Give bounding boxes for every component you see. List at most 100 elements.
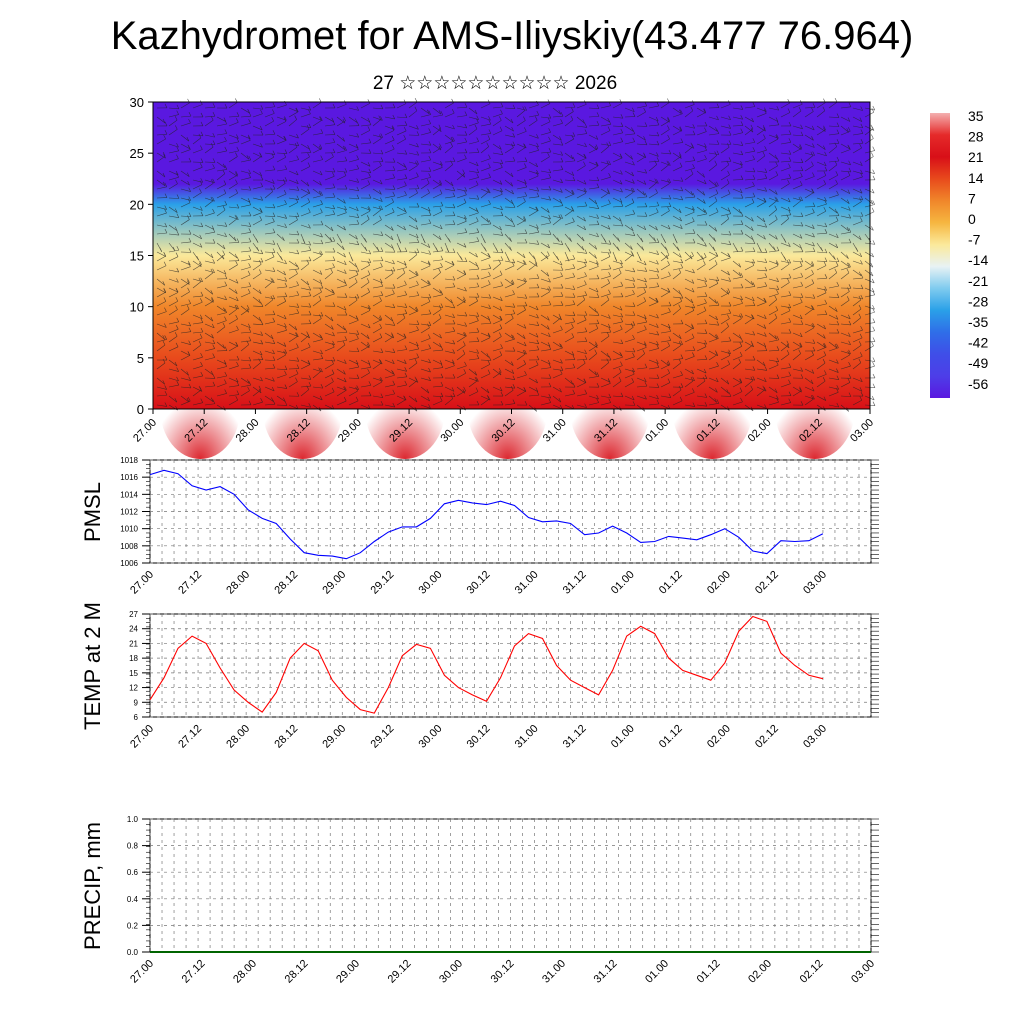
wind-barb-flag bbox=[331, 325, 334, 330]
wind-barb-flag bbox=[236, 215, 239, 220]
wind-barb-flag bbox=[295, 269, 298, 274]
wind-barb-flag bbox=[163, 297, 167, 302]
wind-barb-flag bbox=[752, 301, 756, 306]
wind-barb-flag bbox=[296, 303, 300, 308]
wind-barb-flag bbox=[692, 352, 695, 357]
wind-barb-flag bbox=[788, 163, 791, 168]
wind-barb bbox=[480, 257, 491, 262]
wind-barb-flag bbox=[739, 378, 743, 383]
wind-barb bbox=[696, 188, 705, 196]
wind-barb-flag bbox=[200, 327, 204, 333]
wind-barb bbox=[480, 103, 491, 109]
wind-barb-flag bbox=[632, 311, 636, 316]
wind-barb bbox=[420, 301, 431, 307]
wind-barb-flag bbox=[583, 261, 587, 267]
wind-barb bbox=[396, 161, 406, 168]
wind-barb-flag bbox=[787, 278, 790, 283]
wind-barb-flag bbox=[704, 277, 707, 282]
wind-barb bbox=[396, 349, 407, 352]
wind-barb-flag bbox=[667, 116, 670, 122]
wind-barb bbox=[180, 291, 190, 298]
wind-barb bbox=[732, 132, 743, 136]
wind-barb bbox=[228, 141, 239, 145]
wind-barb-flag bbox=[811, 386, 815, 392]
wind-barb-flag bbox=[488, 219, 492, 225]
wind-barb bbox=[804, 224, 815, 229]
wind-barb bbox=[612, 273, 622, 280]
wind-barb-flag bbox=[607, 188, 610, 193]
wind-barb-flag bbox=[392, 348, 396, 353]
wind-barb-flag bbox=[260, 208, 263, 213]
wind-barb bbox=[720, 161, 731, 163]
wind-barb bbox=[672, 125, 682, 132]
wind-barb-flag bbox=[414, 376, 418, 381]
wind-barb-flag bbox=[536, 110, 540, 116]
wind-barb bbox=[444, 330, 455, 334]
x-tick-label: 01.00 bbox=[643, 958, 671, 986]
wind-barb bbox=[348, 197, 359, 200]
wind-barb bbox=[636, 385, 647, 388]
wind-barb-flag bbox=[738, 263, 742, 268]
wind-barb bbox=[732, 303, 743, 307]
wind-barb-flag bbox=[656, 394, 659, 400]
wind-barb-flag bbox=[656, 340, 659, 346]
wind-barb-flag bbox=[764, 146, 767, 151]
wind-barb-flag bbox=[860, 161, 863, 166]
wind-barb bbox=[552, 205, 563, 208]
wind-barb-flag bbox=[548, 173, 552, 178]
wind-barb bbox=[504, 293, 515, 298]
wind-barb-flag bbox=[740, 283, 744, 289]
wind-barb bbox=[552, 359, 563, 364]
wind-barb-flag bbox=[511, 361, 514, 366]
wind-barb bbox=[240, 134, 251, 140]
wind-barb-flag bbox=[776, 246, 780, 251]
wind-barb bbox=[852, 201, 862, 208]
wind-barb bbox=[288, 146, 298, 154]
wind-barb-flag bbox=[402, 268, 406, 274]
wind-barb-flag bbox=[452, 192, 456, 197]
wind-barb-flag bbox=[236, 304, 239, 310]
x-tick-label: 29.12 bbox=[369, 723, 397, 751]
wind-barb-flag bbox=[536, 134, 539, 139]
wind-barb bbox=[660, 183, 670, 190]
wind-barb-flag bbox=[296, 238, 300, 244]
wind-barb-flag bbox=[258, 358, 261, 363]
wind-barb bbox=[576, 393, 587, 397]
wind-barb-flag bbox=[523, 278, 526, 284]
wind-barb-flag bbox=[799, 388, 802, 393]
wind-barb bbox=[228, 329, 239, 334]
wind-barb bbox=[744, 116, 754, 123]
wind-barb bbox=[744, 196, 755, 199]
wind-barb-flag bbox=[475, 296, 478, 302]
wind-barb-flag bbox=[824, 370, 827, 375]
wind-barb-flag bbox=[788, 328, 792, 334]
wind-barb-flag bbox=[536, 240, 540, 245]
wind-barb bbox=[696, 404, 707, 407]
wind-barb bbox=[420, 327, 430, 334]
wind-barb bbox=[456, 173, 465, 181]
wind-barb bbox=[528, 242, 539, 245]
wind-barb-flag bbox=[680, 319, 684, 324]
wind-barb-flag bbox=[390, 269, 394, 274]
wind-barb bbox=[276, 374, 287, 379]
wind-barb-flag bbox=[846, 296, 850, 301]
wind-barb-flag bbox=[296, 392, 300, 397]
wind-barb bbox=[636, 269, 647, 272]
wind-barb-flag bbox=[367, 323, 371, 329]
wind-barb-flag bbox=[258, 385, 262, 391]
grid bbox=[149, 613, 872, 718]
wind-barb-flag bbox=[452, 339, 456, 345]
wind-barb bbox=[660, 287, 671, 293]
wind-barb-flag bbox=[584, 272, 587, 277]
wind-barb-flag bbox=[224, 146, 228, 152]
wind-barb-flag bbox=[596, 214, 599, 219]
wind-barb bbox=[540, 151, 551, 154]
wind-barb bbox=[480, 223, 491, 226]
wind-barb bbox=[600, 268, 611, 271]
wind-barb bbox=[204, 341, 215, 345]
wind-barb-flag bbox=[452, 359, 455, 364]
wind-barb-flag bbox=[608, 160, 611, 165]
wind-barb bbox=[180, 134, 190, 142]
wind-barb bbox=[552, 314, 562, 321]
wind-barb bbox=[684, 368, 694, 375]
